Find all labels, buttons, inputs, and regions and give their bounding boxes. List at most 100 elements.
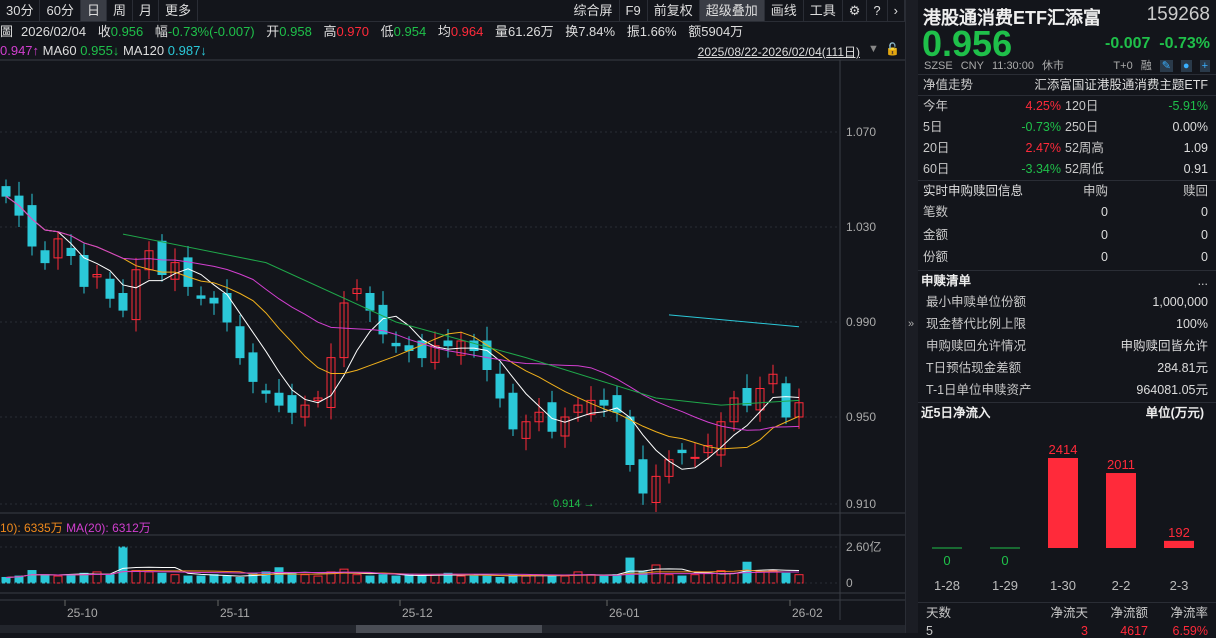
margin-badge: 融 [1140,60,1152,72]
close: 0.956 [110,24,144,39]
candle-body [92,274,102,278]
tool-overview[interactable]: 综合屏 [568,0,620,21]
period-30m[interactable]: 30分 [0,0,41,21]
period-more[interactable]: 更多 [159,0,198,21]
price-tick: 0.950 [846,410,876,424]
candle-body [339,302,349,359]
period: 20日 [923,141,950,155]
flow-unit: 单位(万元) [1145,405,1204,420]
subscribe-value: 0 [1101,227,1108,242]
inflow-bar [1048,457,1078,548]
date-range-selector[interactable]: 2025/08/22-2026/02/04(111日) [697,45,860,59]
volume-bar [586,574,596,584]
x-tick: 25-12 [402,606,433,620]
ma60-value: 0.955↓ [80,43,120,58]
tool-f9[interactable]: F9 [620,0,648,21]
label: 开 [266,24,280,39]
chevron-right-icon[interactable]: › [888,0,905,21]
return: -0.73% [1021,120,1061,134]
volume-bar [352,574,362,584]
volume-bar [677,575,687,584]
volume-tick: 0 [846,576,853,590]
redeem-value: 0 [1201,227,1208,242]
candle-body [534,411,544,423]
candle-body [417,340,427,359]
volume-bar [573,571,583,584]
volume-bar [300,574,310,584]
candle-body [183,257,193,287]
list-row: 现金替代比例上限 100% [918,314,1216,336]
x-tick: 26-01 [609,606,640,620]
candle-body [508,392,518,430]
item-label: 现金替代比例上限 [926,316,1027,331]
change: -0.73%(-0.007) [167,24,255,39]
candle-body [79,255,89,287]
volume-bar [547,575,557,584]
tool-overlay[interactable]: 超级叠加 [699,0,765,21]
period: 250日 [1065,120,1099,134]
period-week[interactable]: 周 [107,0,133,21]
candle-body [651,475,661,503]
candle-body [794,402,804,418]
candle-body [222,293,232,323]
ma120-value: 0.987↓ [167,43,207,58]
pencil-icon[interactable]: ✎ [1159,60,1173,72]
return: 0.91 [1183,162,1208,176]
volume-bar [768,570,778,584]
question-icon[interactable]: ? [867,0,888,21]
item-value: 1,000,000 [1152,294,1208,309]
avg: 0.964 [450,24,484,39]
volume-bar [183,575,193,584]
amount: 5904万 [701,24,744,39]
nav-row: 今年 4.25% 120日 -5.91% [918,96,1216,117]
tool-draw[interactable]: 画线 [765,0,804,21]
candle-body [170,262,180,280]
ma5-line [5,195,800,470]
return: -5.91% [1168,99,1208,113]
summary-header: 净流额 [1110,605,1148,620]
candle-body [638,459,648,494]
candle-body [118,293,128,311]
volume-bar [118,546,128,584]
candle-body [430,345,440,363]
x-tick: 25-11 [220,606,250,620]
tool-adjust[interactable]: 前复权 [648,0,700,21]
more-button[interactable]: ... [1197,273,1208,288]
gear-icon[interactable]: ⚙ [843,0,868,21]
lock-icon[interactable]: 🔓 [885,42,900,56]
volume-bar [222,575,232,584]
double-chevron-icon: » [908,318,915,330]
item-value: 申购赎回皆允许 [1120,338,1208,353]
triangle-down-icon[interactable]: ▼ [868,43,879,55]
ma20-line [5,195,800,431]
candle-body [547,402,557,432]
period-60m[interactable]: 60分 [40,0,81,21]
volume-bar [79,572,89,584]
realtime-title: 实时申购赎回信息 [923,184,1024,198]
tool-tools[interactable]: 工具 [804,0,843,21]
scrollbar-thumb [356,625,542,633]
volume-bar [391,575,401,584]
period-day[interactable]: 日 [80,0,107,21]
realtime-row: 金额 0 0 [918,225,1216,248]
inflow-value: 0 [943,553,950,568]
candle-body [586,399,596,416]
candle-body [27,205,37,247]
candle-body [1,186,11,197]
plus-icon[interactable]: + [1199,60,1210,72]
price-tick: 0.990 [846,315,876,329]
volume-bar [612,574,622,584]
t0-badge: T+0 [1113,60,1133,72]
period-month[interactable]: 月 [133,0,159,21]
volume-bar [482,575,492,584]
last-price: 0.956 [922,23,1013,64]
volume-bar [170,574,180,584]
volume-bar [716,570,726,584]
summary-value: 5 [926,623,933,638]
list-row: T-1日单位申赎资产 964081.05元 [918,380,1216,402]
candle-body [677,449,687,454]
item-label: T-1日单位申赎资产 [926,382,1032,397]
bell-icon[interactable]: ● [1180,60,1192,72]
candlestick-chart[interactable]: 1.070 1.030 0.990 0.950 0.910 2.60亿 0 0.914 → 25… [0,0,905,633]
panel-collapse-handle[interactable]: » [905,0,918,633]
